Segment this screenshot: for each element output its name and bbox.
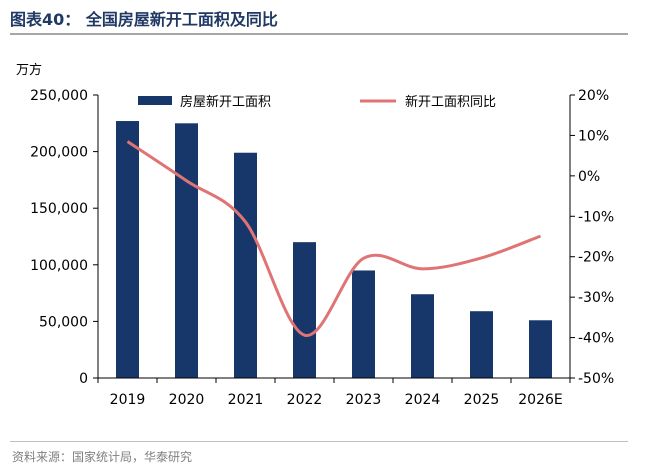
bar	[529, 320, 552, 378]
x-tick-label: 2026E	[518, 392, 562, 408]
yoy-line	[126, 140, 542, 337]
bar	[470, 311, 493, 378]
source-note: 资料来源：国家统计局，华泰研究	[12, 450, 193, 464]
x-tick-label: 2023	[346, 392, 382, 408]
y-right-tick-label: -20%	[578, 250, 614, 266]
bar	[175, 123, 198, 378]
x-tick-label: 2025	[464, 392, 500, 408]
y-left-tick-label: 100,000	[30, 258, 88, 274]
x-tick-label: 2024	[405, 392, 441, 408]
chart: 万方 0 50,000 100,000 150,000 200,000 250,000 2…	[16, 62, 614, 408]
y-right-tick-label: 0%	[578, 169, 600, 185]
y-right-axis-ticks: 20% 10% 0% -10% -20% -30% -40% -50%	[569, 88, 614, 387]
x-tick-label: 2022	[287, 392, 323, 408]
y-left-unit-label: 万方	[16, 62, 42, 78]
y-left-tick-label: 50,000	[39, 314, 88, 330]
footer-divider	[10, 441, 628, 442]
line-series	[126, 140, 542, 337]
bar-series	[116, 121, 552, 378]
bar	[116, 121, 139, 378]
x-tick-label: 2019	[110, 392, 146, 408]
legend-label-line: 新开工面积同比	[405, 94, 496, 110]
y-right-tick-label: -40%	[578, 331, 614, 347]
bar	[352, 270, 375, 378]
legend-label-bar: 房屋新开工面积	[180, 94, 271, 110]
y-left-tick-label: 150,000	[30, 201, 88, 217]
y-left-tick-label: 0	[79, 371, 88, 387]
legend: 房屋新开工面积 新开工面积同比	[138, 94, 496, 110]
y-right-tick-label: 20%	[578, 88, 609, 104]
x-tick-label: 2021	[228, 392, 264, 408]
y-left-axis-ticks: 0 50,000 100,000 150,000 200,000 250,000	[30, 88, 99, 387]
figure-title: 图表40： 全国房屋新开工面积及同比	[10, 10, 278, 29]
x-tick-label: 2020	[169, 392, 205, 408]
y-left-tick-label: 200,000	[30, 145, 88, 161]
y-right-tick-label: -50%	[578, 371, 614, 387]
y-right-tick-label: 10%	[578, 128, 609, 144]
title-divider	[10, 33, 628, 35]
x-axis: 2019 2020 2021 2022 2023 2024 2025 2026E	[97, 377, 571, 408]
bar	[411, 294, 434, 378]
y-right-tick-label: -30%	[578, 290, 614, 306]
y-left-tick-label: 250,000	[30, 88, 88, 104]
legend-swatch-bar	[138, 96, 172, 105]
bar	[234, 152, 257, 378]
y-right-tick-label: -10%	[578, 209, 614, 225]
bar	[293, 242, 316, 378]
